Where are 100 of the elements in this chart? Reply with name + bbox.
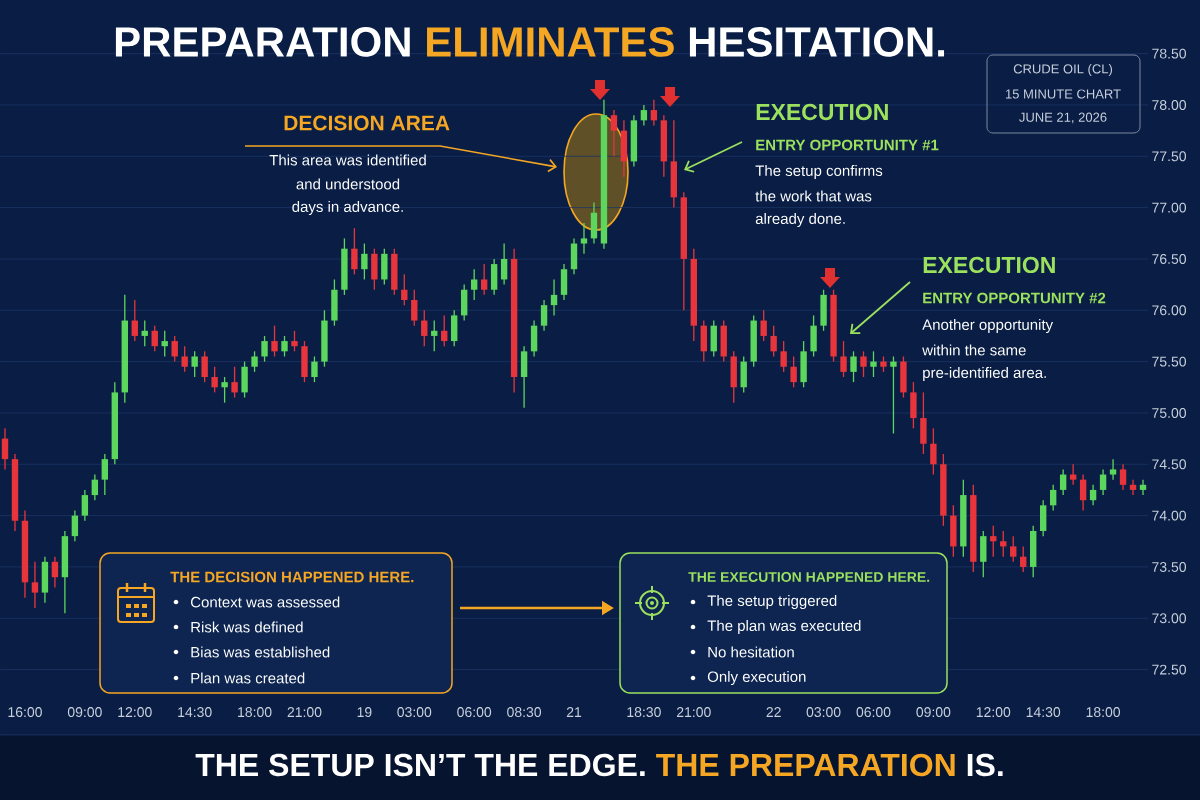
x-tick-label: 09:00 [67,707,102,718]
annotation: days in advance. [292,201,403,215]
x-tick-label: 12:00 [118,707,152,718]
annotation: EXECUTION [756,103,888,121]
y-tick-label: 72.50 [1152,664,1187,675]
candlestick [221,376,228,404]
x-tick-label: 03:00 [806,707,841,718]
y-tick-label: 76.00 [1152,305,1187,316]
annotation: EXECUTION [923,256,1055,274]
annotation: Context was assessed [190,596,340,608]
candlestick [1129,479,1137,496]
annotation: within the same [922,344,1026,356]
x-tick-label: 18:00 [238,707,272,718]
candlestick [1000,530,1007,558]
candlestick [930,427,937,476]
candlestick [640,104,648,127]
candlestick [131,299,138,342]
candlestick [101,453,109,496]
text: Plan was created [191,672,305,684]
candlestick [1089,484,1097,506]
candlestick [1069,463,1077,486]
candlestick [311,355,318,383]
annotation: Risk was defined [191,621,303,633]
annotation: DECISION AREA [284,115,450,131]
candlestick [31,561,39,609]
candlestick [91,473,99,501]
candlestick [201,350,208,383]
x-tick-label: 18:30 [627,707,661,718]
x-tick-label: 18:00 [1086,707,1121,718]
candlestick [71,509,79,542]
y-tick-label: 77.50 [1152,151,1187,162]
y-tick-label: 75.00 [1152,407,1187,418]
x-tick-label: 14:30 [1026,707,1061,718]
candlestick [1059,468,1067,496]
x-tick-label: 03:00 [397,707,432,718]
y-tick-label: 77.00 [1152,202,1187,213]
candlestick [261,335,268,363]
candlestick [401,273,408,306]
x-tick-label: 21 [566,707,582,717]
y-tick-label: 73.50 [1152,561,1187,572]
candlestick [770,325,777,358]
annotation: JUNE 21, 2026 [1019,112,1107,124]
candlestick [181,345,188,373]
y-tick-label: 75.50 [1152,356,1187,367]
candlestick [870,350,877,378]
candlestick [480,263,488,296]
annotation: Bias was established [191,646,330,658]
annotation: ENTRY OPPORTUNITY #2 [923,292,1106,304]
candlestick [431,319,438,352]
candlestick [1109,458,1117,481]
candlestick [790,355,797,388]
candlestick [990,525,997,558]
candlestick [1139,479,1147,496]
candlestick [141,319,148,347]
candlestick [470,268,478,301]
y-tick-label: 73.00 [1152,613,1187,624]
candlestick [1,427,9,471]
candlestick [361,242,368,281]
chart-title: PREPARATION ELIMINATES HESITATION. [115,27,945,57]
candlestick [580,222,588,255]
candlestick [500,242,508,286]
x-tick-label: 09:00 [916,707,951,718]
candlestick [441,314,448,347]
annotation: and understood [296,178,400,190]
annotation: This area was identified [269,154,426,166]
x-tick-label: 06:00 [856,707,891,718]
text: THE SETUP ISN’T THE EDGE. THE PREPARATION IS. [195,753,1003,777]
x-tick-label: 19 [357,707,372,718]
candlestick [251,350,258,373]
y-tick-label: 74.50 [1152,459,1187,470]
candlestick [171,335,178,363]
y-tick-label: 78.00 [1152,99,1187,110]
candlestick [1079,473,1087,512]
candlestick [271,325,278,358]
x-tick-label: 12:00 [976,707,1011,718]
candlestick [191,350,198,378]
x-tick-label: 21:00 [676,707,711,718]
x-tick-label: 08:30 [507,707,542,718]
candlestick [81,489,89,522]
candlestick [291,330,298,352]
annotation: ENTRY OPPORTUNITY #1 [756,139,939,151]
x-tick-label: 16:00 [8,707,42,718]
annotation: already done. [755,213,845,227]
x-tick-label: 22 [766,707,781,717]
annotation: Another opportunity [922,319,1054,333]
y-tick-label: 76.50 [1152,253,1187,264]
annotation: The plan was executed [707,620,861,634]
candlestick [51,556,59,589]
annotation: CRUDE OIL (CL) [1013,63,1113,77]
text: Only execution [707,670,806,685]
candlestick [780,340,787,373]
y-tick-label: 74.00 [1152,510,1187,521]
x-tick-label: 21:00 [287,707,322,718]
annotation: The setup triggered [707,595,837,609]
annotation: 15 MINUTE CHART [1005,89,1121,99]
candlestick [650,99,658,127]
candlestick [231,366,238,399]
candlestick [281,335,288,358]
annotation: No hesitation [708,646,794,658]
candlestick [1049,484,1057,512]
